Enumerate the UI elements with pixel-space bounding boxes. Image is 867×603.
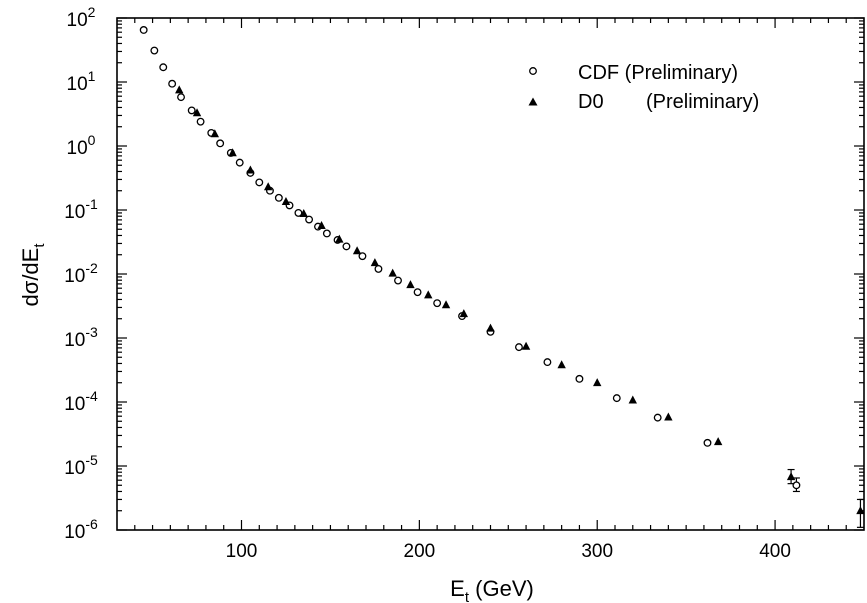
cdf-point: [612, 394, 621, 403]
d0-point: [281, 197, 291, 206]
y-tick-label: 10-6: [64, 516, 98, 543]
y-tick-label: 10-5: [64, 452, 98, 479]
legend-label-d0-suffix: (Preliminary): [646, 91, 759, 113]
cdf-point: [139, 26, 148, 34]
cdf-point: [322, 229, 331, 238]
cdf-point: [235, 158, 244, 167]
y-tick-label: 10-1: [64, 196, 98, 223]
y-tick-label: 101: [67, 68, 96, 95]
cdf-point: [342, 242, 351, 251]
cdf-point: [196, 117, 205, 126]
d0-point: [175, 85, 184, 94]
y-tick-label: 100: [67, 132, 96, 159]
cdf-point: [159, 63, 168, 72]
cdf-point: [575, 374, 584, 383]
d0-point: [459, 309, 469, 318]
d0-point: [593, 378, 602, 387]
d0-point: [628, 395, 637, 404]
y-tick-label: 10-4: [64, 388, 98, 415]
d0-point: [263, 182, 273, 191]
series-cdf: [139, 26, 801, 493]
d0-point: [335, 234, 344, 243]
cdf-point: [274, 193, 283, 202]
cdf-point: [413, 288, 422, 297]
d0-point: [192, 108, 202, 117]
d0-point: [352, 246, 362, 255]
y-tick-label: 10-3: [64, 324, 98, 351]
cdf-point: [255, 178, 264, 187]
d0-point: [441, 300, 451, 309]
cdf-point: [177, 93, 185, 102]
cdf-point: [515, 343, 523, 352]
cdf-point: [433, 299, 442, 308]
cdf-point: [374, 264, 383, 273]
cdf-point: [187, 106, 196, 115]
d0-point: [406, 280, 415, 289]
d0-point: [388, 268, 397, 277]
d0-point: [370, 258, 380, 267]
x-tick-label: 300: [581, 541, 613, 562]
cdf-point: [394, 276, 402, 285]
cdf-point: [305, 215, 314, 224]
cdf-point: [150, 46, 159, 55]
d0-point: [856, 506, 865, 515]
d0-point: [557, 360, 566, 369]
d0-point: [424, 290, 433, 299]
series-d0: [175, 85, 865, 528]
d0-point: [246, 165, 255, 174]
d0-point: [486, 323, 495, 332]
d0-point: [299, 208, 308, 217]
data-marks: [139, 26, 865, 528]
y-axis-label: dσ/dEt: [18, 243, 48, 307]
d0-point: [713, 437, 723, 446]
y-tick-label: 102: [67, 4, 96, 31]
legend: CDF (Preliminary) D0 (Preliminary): [528, 62, 759, 113]
d0-point: [317, 221, 326, 230]
cdf-point: [703, 438, 712, 447]
cdf-point: [358, 252, 367, 261]
x-tick-label: 400: [759, 541, 791, 562]
d0-point: [521, 341, 531, 350]
d0-point: [664, 412, 673, 421]
d0-point: [210, 129, 220, 138]
y-axis-ticks: 102 101 100 10-1 10-2 10-3 10-4 10-5 10-6: [64, 4, 864, 543]
legend-label-cdf: CDF (Preliminary): [578, 62, 738, 84]
cdf-point: [653, 413, 662, 422]
y-tick-label: 10-2: [64, 260, 98, 287]
x-tick-label: 200: [404, 541, 436, 562]
legend-label-d0: D0: [578, 91, 604, 113]
x-axis-ticks: 100 200 300 400: [134, 18, 847, 562]
x-axis-label: Et (GeV): [450, 576, 534, 603]
cdf-point: [216, 139, 225, 148]
cdf-point: [168, 79, 177, 88]
cdf-point: [792, 481, 801, 490]
legend-marker-cdf: [529, 67, 537, 75]
d0-point: [228, 148, 237, 157]
x-tick-label: 100: [226, 541, 258, 562]
cdf-point: [543, 358, 552, 367]
legend-marker-d0: [528, 97, 538, 106]
d0-point: [786, 472, 796, 481]
